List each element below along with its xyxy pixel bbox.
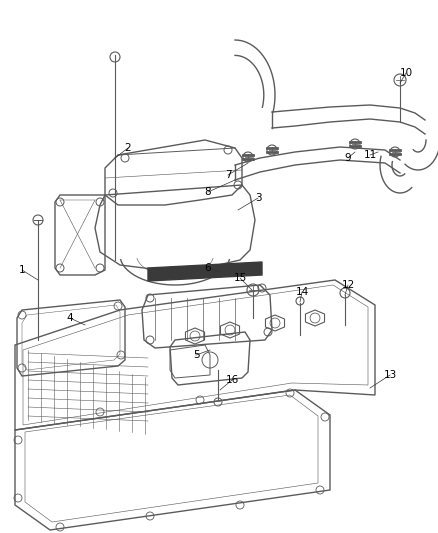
Text: 12: 12: [341, 280, 355, 290]
Text: 15: 15: [233, 273, 247, 283]
Text: 13: 13: [383, 370, 397, 380]
Polygon shape: [148, 262, 262, 281]
Text: 16: 16: [226, 375, 239, 385]
Text: 2: 2: [125, 143, 131, 153]
Text: 1: 1: [19, 265, 25, 275]
Text: 11: 11: [364, 150, 377, 160]
Text: 10: 10: [399, 68, 413, 78]
Text: 9: 9: [345, 153, 351, 163]
Text: 5: 5: [193, 350, 199, 360]
Text: 8: 8: [205, 187, 211, 197]
Text: 4: 4: [67, 313, 73, 323]
Text: 14: 14: [295, 287, 309, 297]
Text: 7: 7: [225, 170, 231, 180]
Text: 6: 6: [205, 263, 211, 273]
Text: 3: 3: [254, 193, 261, 203]
